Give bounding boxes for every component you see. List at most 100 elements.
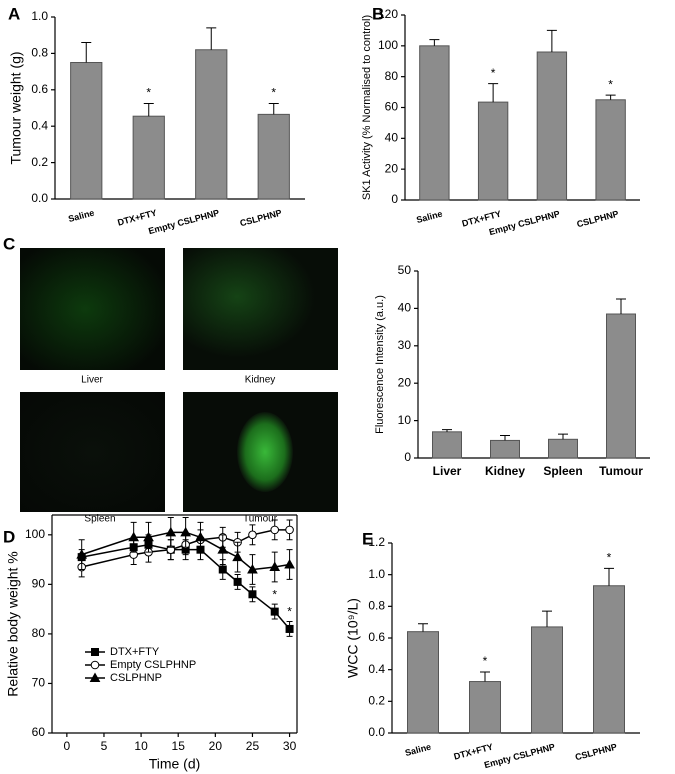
y-tick-label: 100	[378, 38, 398, 52]
y-tick-label: 60	[385, 100, 399, 114]
x-axis-label: Time (d)	[149, 756, 201, 772]
annotation: *	[272, 587, 277, 601]
y-tick-label: 20	[398, 375, 412, 389]
annotation: *	[271, 86, 276, 100]
bar	[469, 681, 501, 734]
point	[269, 561, 281, 572]
error-bar	[488, 83, 499, 103]
y-axis-label: Fluorescence Intensity (a.u.)	[374, 295, 386, 434]
point	[285, 525, 294, 535]
point	[143, 531, 154, 542]
annotation: *	[608, 77, 613, 91]
error-bar	[500, 435, 510, 441]
image-label: Spleen	[84, 514, 115, 525]
x-tick-label: Spleen	[543, 464, 582, 478]
x-tick-label: 5	[101, 739, 108, 753]
x-tick-label: Empty CSLPHNP	[483, 742, 556, 771]
y-tick-label: 0	[391, 192, 398, 206]
y-tick-label: 0	[404, 450, 411, 464]
panel-letter: C	[3, 234, 15, 253]
panel-letter: A	[8, 4, 20, 23]
annotation: *	[146, 86, 151, 100]
x-tick-label: Kidney	[485, 464, 525, 478]
x-tick-label: Liver	[433, 464, 462, 478]
legend-label: CSLPHNP	[110, 672, 162, 684]
panel-letter: E	[362, 529, 373, 548]
panel-letter: D	[3, 527, 15, 546]
point	[270, 525, 280, 535]
y-tick-label: 30	[398, 338, 412, 352]
error-bar	[418, 623, 428, 632]
legend-label: Empty CSLPHNP	[110, 659, 196, 671]
y-tick-label: 1.2	[368, 535, 385, 549]
y-axis-label: SK1 Activity (% Normalised to control)	[361, 15, 373, 200]
y-tick-label: 0.4	[368, 662, 385, 676]
x-tick-label: CSLPHNP	[574, 742, 618, 763]
y-tick-label: 0.4	[31, 118, 48, 132]
x-tick-label: Empty CSLPHNP	[147, 208, 220, 237]
error-bar	[542, 610, 552, 627]
y-tick-label: 80	[32, 626, 46, 640]
y-tick-label: 0.6	[368, 630, 385, 644]
x-tick-label: 30	[283, 739, 297, 753]
y-tick-label: 0.0	[31, 191, 48, 205]
bar	[432, 431, 462, 459]
y-tick-label: 100	[25, 527, 45, 541]
error-bar	[81, 41, 92, 63]
annotation: *	[287, 605, 292, 619]
y-tick-label: 120	[378, 7, 398, 21]
bar	[595, 99, 626, 201]
x-tick-label: 15	[172, 739, 186, 753]
legend-marker	[89, 672, 101, 682]
x-tick-label: Saline	[404, 742, 432, 759]
point	[195, 531, 206, 542]
bar	[593, 585, 625, 734]
tumour-signal	[237, 412, 293, 492]
point	[233, 577, 242, 586]
y-tick-label: 70	[32, 676, 46, 690]
error-bar	[605, 94, 616, 100]
y-tick-label: 50	[398, 263, 412, 277]
error-bar	[429, 39, 440, 46]
x-tick-label: Saline	[67, 208, 95, 225]
bar	[531, 626, 563, 734]
legend-label: DTX+FTY	[110, 646, 160, 658]
y-axis-label: Relative body weight %	[5, 551, 21, 697]
y-tick-label: 80	[385, 69, 399, 83]
bar	[195, 49, 228, 200]
point	[180, 526, 191, 537]
point	[285, 624, 294, 633]
y-tick-label: 0.8	[368, 599, 385, 613]
point	[248, 530, 257, 540]
point	[217, 544, 229, 554]
error-bar	[616, 298, 626, 315]
annotation: *	[483, 654, 488, 668]
point	[165, 526, 177, 537]
bar	[490, 439, 520, 459]
y-tick-label: 0.2	[368, 694, 385, 708]
bar	[548, 438, 578, 459]
point	[218, 565, 227, 574]
y-tick-label: 90	[32, 577, 46, 591]
error-bar	[268, 102, 279, 115]
legend-marker	[91, 648, 99, 656]
bar	[257, 113, 290, 200]
y-tick-label: 60	[32, 725, 46, 739]
error-bar	[604, 567, 614, 586]
point	[76, 549, 88, 559]
error-bar	[480, 671, 490, 682]
error-bar	[143, 102, 154, 117]
bar	[536, 51, 568, 201]
x-tick-label: 20	[209, 739, 223, 753]
y-tick-label: 0.0	[368, 725, 385, 739]
image-kidney	[183, 248, 338, 370]
y-tick-label: 1.0	[368, 567, 385, 581]
x-tick-label: 25	[246, 739, 260, 753]
x-tick-label: 0	[64, 739, 71, 753]
error-bar	[546, 29, 557, 52]
image-label: Kidney	[245, 375, 276, 386]
point	[270, 607, 279, 616]
image-liver	[20, 248, 165, 370]
panel-letter: B	[372, 4, 384, 23]
